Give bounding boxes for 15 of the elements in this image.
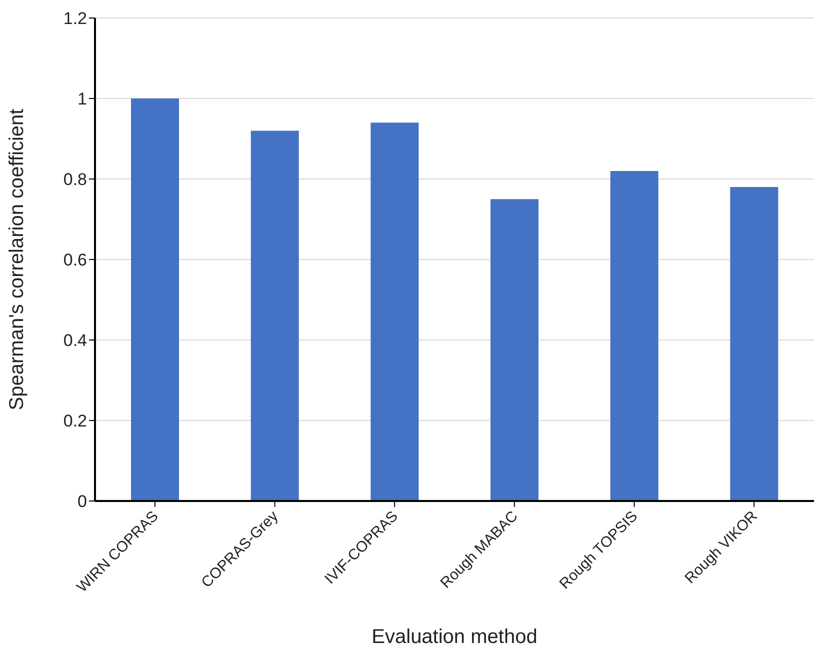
bar: [490, 199, 538, 501]
bar: [730, 187, 778, 501]
bar: [131, 98, 179, 501]
y-axis-title: Spearman's correlarion coefficient: [6, 108, 28, 410]
bar: [370, 122, 419, 501]
y-tick-label: 0: [78, 492, 87, 512]
bar: [250, 130, 299, 501]
y-tick-label: 0.4: [63, 331, 87, 350]
y-tick-label: 1.2: [63, 9, 87, 28]
y-tick-label: 0.8: [63, 170, 87, 190]
x-axis-title: Evaluation method: [372, 626, 538, 648]
bar: [610, 170, 658, 501]
y-tick-label: 0.6: [63, 250, 87, 270]
y-tick-label: 0.2: [63, 412, 87, 431]
y-tick-label: 1: [78, 90, 87, 109]
